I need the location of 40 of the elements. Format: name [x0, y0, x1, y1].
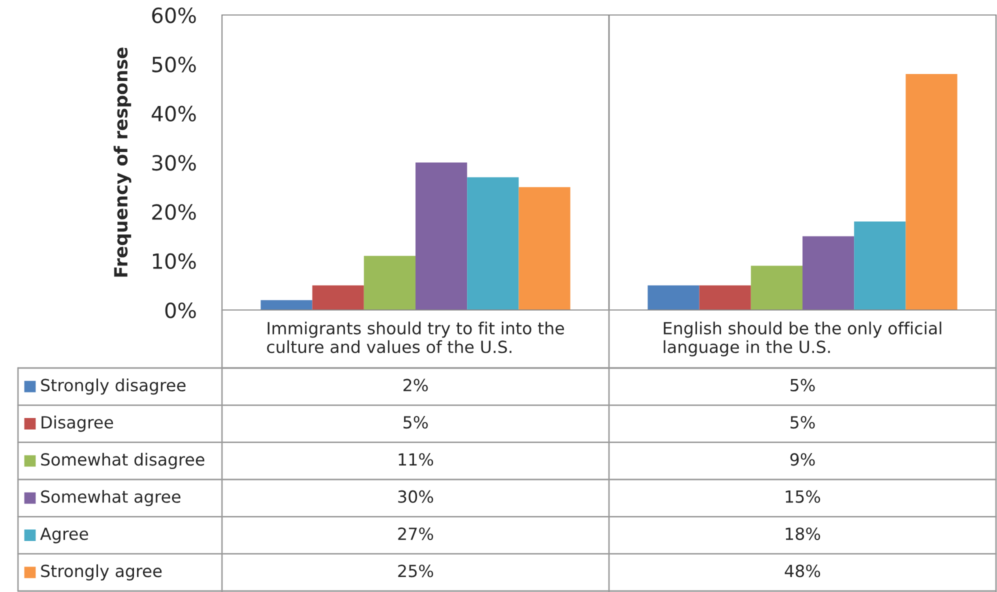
data-label: 11% [398, 453, 434, 466]
y-tick-label: 10% [152, 253, 196, 270]
y-tick-label: 40% [152, 106, 196, 122]
bar [854, 222, 906, 310]
data-label: 25% [398, 564, 434, 578]
y-tick-label: 20% [152, 204, 196, 220]
data-label: 9% [790, 453, 815, 466]
y-tick-label: 60% [152, 7, 196, 24]
y-axis-title: Frequency of response [114, 48, 132, 277]
bar [467, 177, 519, 310]
data-label: 5% [790, 378, 815, 392]
x-tick-label: English should be the only official language in the U.S. [664, 322, 942, 356]
bar [750, 266, 802, 310]
data-label: 48% [784, 564, 820, 578]
bar [699, 285, 751, 310]
data-label: 5% [790, 416, 815, 429]
bar [260, 300, 312, 310]
bar [416, 162, 468, 310]
y-tick-label: 0% [165, 302, 196, 318]
bar [312, 285, 364, 310]
data-label: 27% [398, 527, 434, 540]
legend-label: Strongly agree [41, 564, 162, 580]
bar [648, 285, 700, 310]
data-label: 2% [404, 378, 428, 392]
legend-label: Agree [40, 528, 88, 544]
bar [518, 187, 570, 310]
legend-label: Somewhat agree [41, 490, 180, 506]
data-label: 30% [398, 490, 434, 503]
legend-label: Strongly disagree [41, 378, 186, 395]
y-tick-label: 30% [152, 154, 196, 171]
y-tick-label: 50% [152, 56, 196, 72]
legend-label: Disagree [42, 416, 114, 432]
legend-label: Somewhat disagree [41, 452, 204, 469]
x-tick-label: Immigrants should try to fit into the culture and values of the U.S. [267, 322, 564, 354]
data-label: 18% [786, 527, 820, 540]
bar [906, 74, 958, 310]
bar [364, 256, 416, 310]
data-label: 15% [786, 490, 820, 503]
bar [802, 236, 854, 310]
data-label: 5% [404, 416, 428, 429]
